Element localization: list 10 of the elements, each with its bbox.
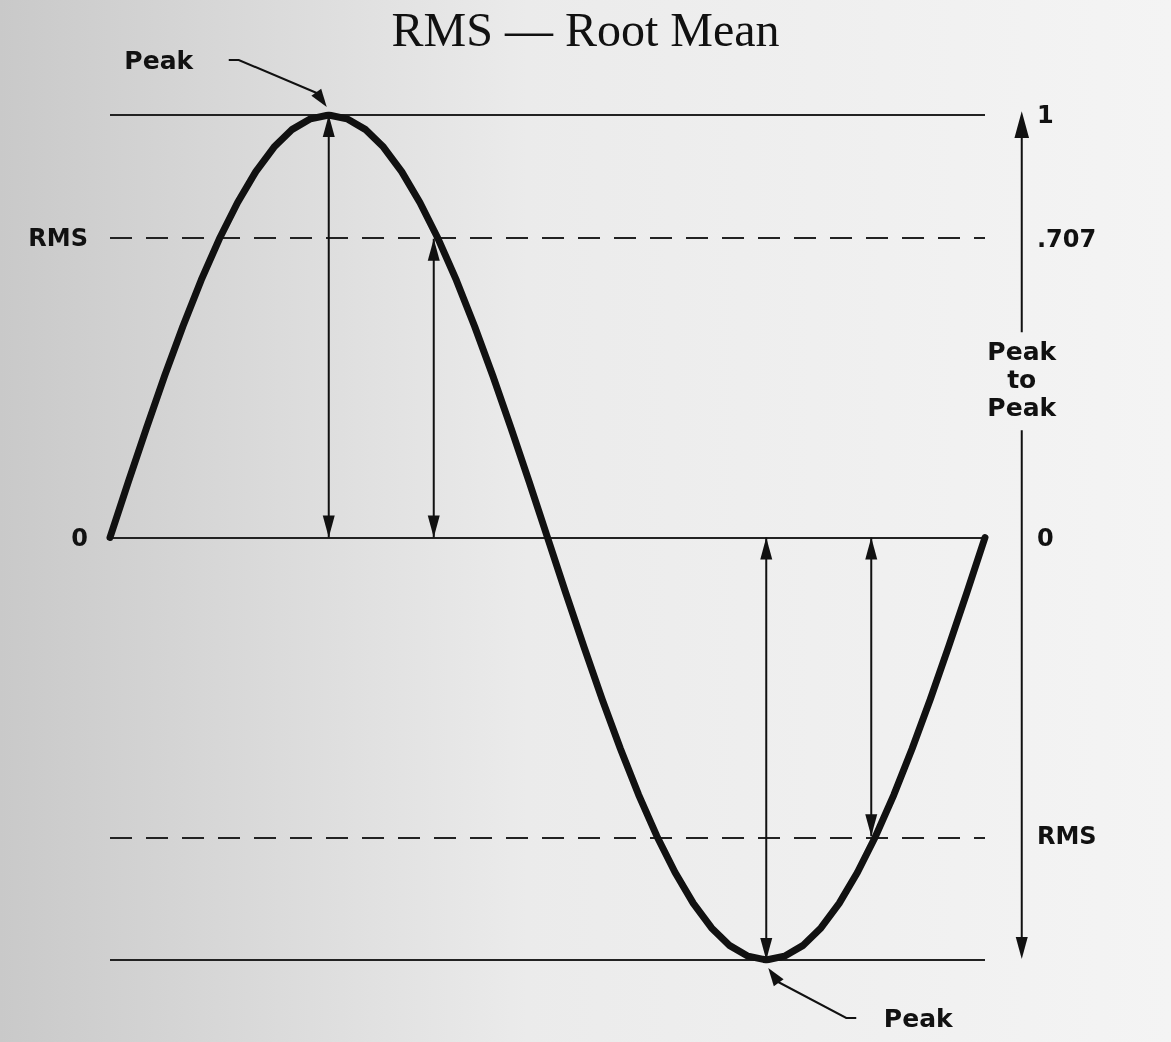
y-tick-label: .707: [1037, 224, 1097, 253]
annotation: Peak: [883, 1004, 955, 1033]
annotation: Peak: [124, 46, 195, 75]
chart-title: RMS — Root Mean: [391, 2, 780, 56]
y-tick-label: 0: [1037, 523, 1054, 552]
y-tick-label: RMS: [1037, 822, 1097, 851]
text: Peak to Peak: [987, 337, 1058, 423]
y-tick-label: 1: [1037, 101, 1054, 129]
ref-line-label: 0: [71, 523, 88, 552]
ref-line-label: RMS: [28, 223, 88, 252]
